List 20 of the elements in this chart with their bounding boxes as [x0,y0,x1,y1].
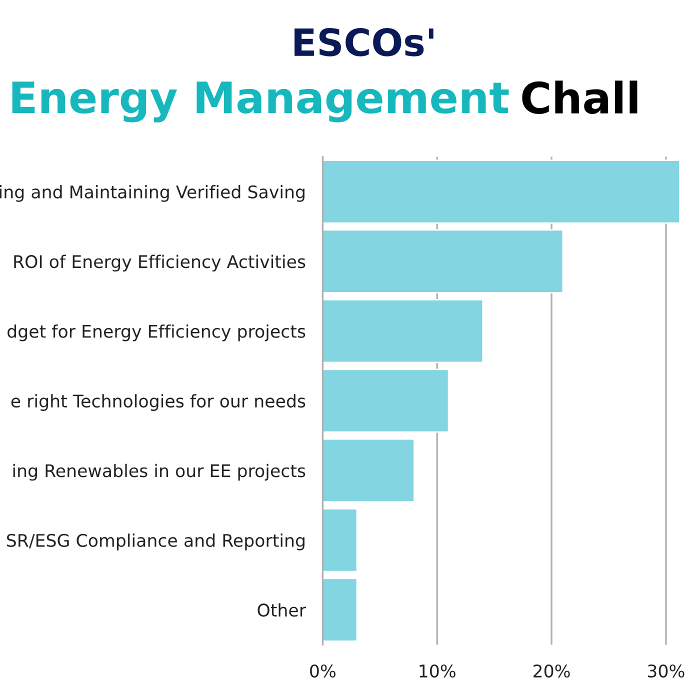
y-tick-label: ROI of Energy Efficiency Activities [14,254,306,272]
y-tick-label: ing and Maintaining Verified Saving [0,185,304,202]
bar [322,298,484,364]
x-tick-label: 0% [310,664,336,678]
y-tick-label: dget for Energy Efficiency projects [8,324,306,342]
y-tick-label: ing Renewables in our EE projects [13,464,306,481]
x-tick-label: 20% [534,664,570,678]
x-tick-label: 30% [648,664,684,678]
chart-title: ESCOs' [294,28,434,56]
bar [322,368,450,433]
y-tick-label: e right Technologies for our needs [11,394,306,411]
y-tick-label: Other [258,603,306,617]
x-tick-label: 10% [420,664,456,678]
bar [322,229,564,294]
bar [322,160,680,224]
bar [322,578,358,642]
bar [322,508,358,572]
bar [322,438,415,503]
y-tick-label: SR/ESG Compliance and Reporting [6,534,304,550]
chart-subtitle: Energy Management Chall [12,80,638,122]
